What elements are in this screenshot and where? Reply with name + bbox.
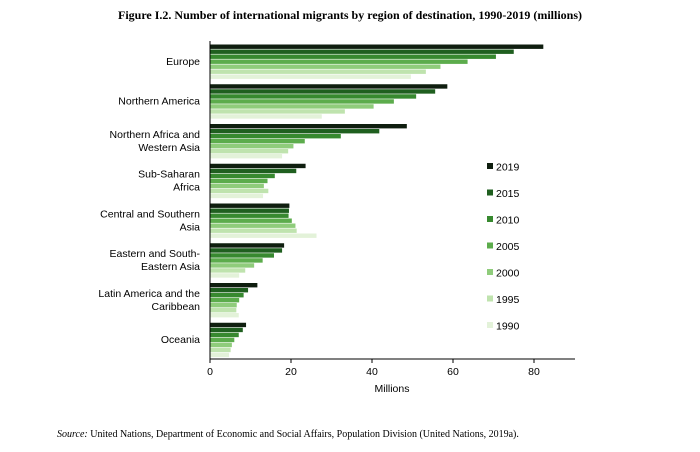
legend-swatch-2000 [487,269,493,275]
chart-title: Figure I.2. Number of international migr… [117,8,582,22]
bar-2019-1 [210,84,448,89]
category-label: Western Asia [138,142,200,154]
bar-2000-1 [210,104,374,109]
category-label: Northern America [118,96,200,108]
legend-swatch-2010 [487,216,493,222]
bar-2005-1 [210,99,394,104]
legend-swatch-1995 [487,295,493,302]
bar-2015-1 [210,89,436,94]
bar-2019-6 [210,283,258,288]
bar-1990-0 [210,74,411,79]
bar-2015-7 [210,327,243,333]
category-label: Eastern Asia [141,261,200,273]
bar-1990-1 [210,114,322,119]
bar-2019-4 [210,203,290,208]
legend-label-2010: 2010 [496,215,520,227]
legend-label-2000: 2000 [496,268,520,280]
x-tick-label: 0 [207,366,213,378]
bar-2010-2 [210,134,341,139]
bar-2015-2 [210,129,380,134]
bar-2005-3 [210,178,268,184]
bar-2010-4 [210,213,289,218]
category-label: Sub-Saharan [138,169,200,181]
bar-2010-5 [210,253,274,258]
legend-swatch-2005 [487,242,493,249]
bar-2015-5 [210,248,283,253]
bar-2000-6 [210,303,237,308]
legend-swatch-1990 [487,322,493,328]
source-text: United Nations, Department of Economic a… [87,429,519,440]
legend-label-1990: 1990 [496,321,520,333]
bar-2019-2 [210,124,407,129]
bar-1995-5 [210,268,246,273]
legend-swatch-2019 [487,163,493,169]
bar-2005-6 [210,298,240,303]
bar-2000-0 [210,64,441,69]
bar-1990-7 [210,352,230,358]
bar-1990-4 [210,233,317,238]
bar-2019-0 [210,44,544,49]
category-label: Oceania [161,334,200,346]
bar-1995-2 [210,149,289,154]
bar-1995-0 [210,69,426,74]
bar-2000-5 [210,263,255,268]
bar-2000-4 [210,223,296,228]
bar-2005-0 [210,59,468,64]
source-note: Source: United Nations, Department of Ec… [57,429,519,440]
bar-2010-7 [210,332,239,338]
bar-2000-3 [210,183,264,189]
bar-2010-0 [210,54,496,59]
x-tick-label: 40 [366,366,378,378]
category-label: Caribbean [152,301,201,313]
bar-2000-2 [210,144,294,149]
x-tick-label: 60 [447,366,459,378]
category-label: Northern Africa and [110,129,201,141]
bar-1995-3 [210,188,269,194]
legend-label-2015: 2015 [496,188,520,200]
bar-2010-1 [210,94,417,99]
source-label: Source: [57,429,88,440]
bar-2010-3 [210,173,275,179]
category-label: Latin America and the [98,288,200,300]
bar-2005-5 [210,258,263,263]
bar-1995-7 [210,347,231,353]
bar-2005-4 [210,218,292,223]
category-label: Asia [180,221,201,233]
bar-2005-7 [210,337,235,343]
bar-1990-6 [210,313,239,318]
bar-2019-3 [210,163,306,169]
legend-swatch-2015 [487,189,493,196]
bar-2015-4 [210,208,289,213]
bar-2015-3 [210,168,297,174]
bar-1995-6 [210,308,237,313]
bar-2015-0 [210,49,514,54]
category-label: Eastern and South- [110,248,201,260]
category-label: Europe [166,56,200,68]
x-tick-label: 20 [285,366,297,378]
bar-1995-1 [210,109,345,114]
category-label: Central and Southern [100,208,200,220]
bar-1990-2 [210,154,283,159]
bar-1995-4 [210,228,297,233]
x-tick-label: 80 [528,366,540,378]
legend-label-1995: 1995 [496,294,520,306]
legend-label-2005: 2005 [496,241,520,253]
bar-2019-5 [210,243,285,248]
bar-2015-6 [210,288,249,293]
bar-1990-5 [210,273,240,278]
bar-2005-2 [210,139,305,144]
bar-1990-3 [210,193,264,199]
bar-2000-7 [210,342,232,348]
bar-2010-6 [210,293,244,298]
bar-2019-7 [210,322,247,328]
x-axis-label: Millions [374,383,409,395]
legend-label-2019: 2019 [496,162,520,174]
category-label: Africa [173,182,200,194]
